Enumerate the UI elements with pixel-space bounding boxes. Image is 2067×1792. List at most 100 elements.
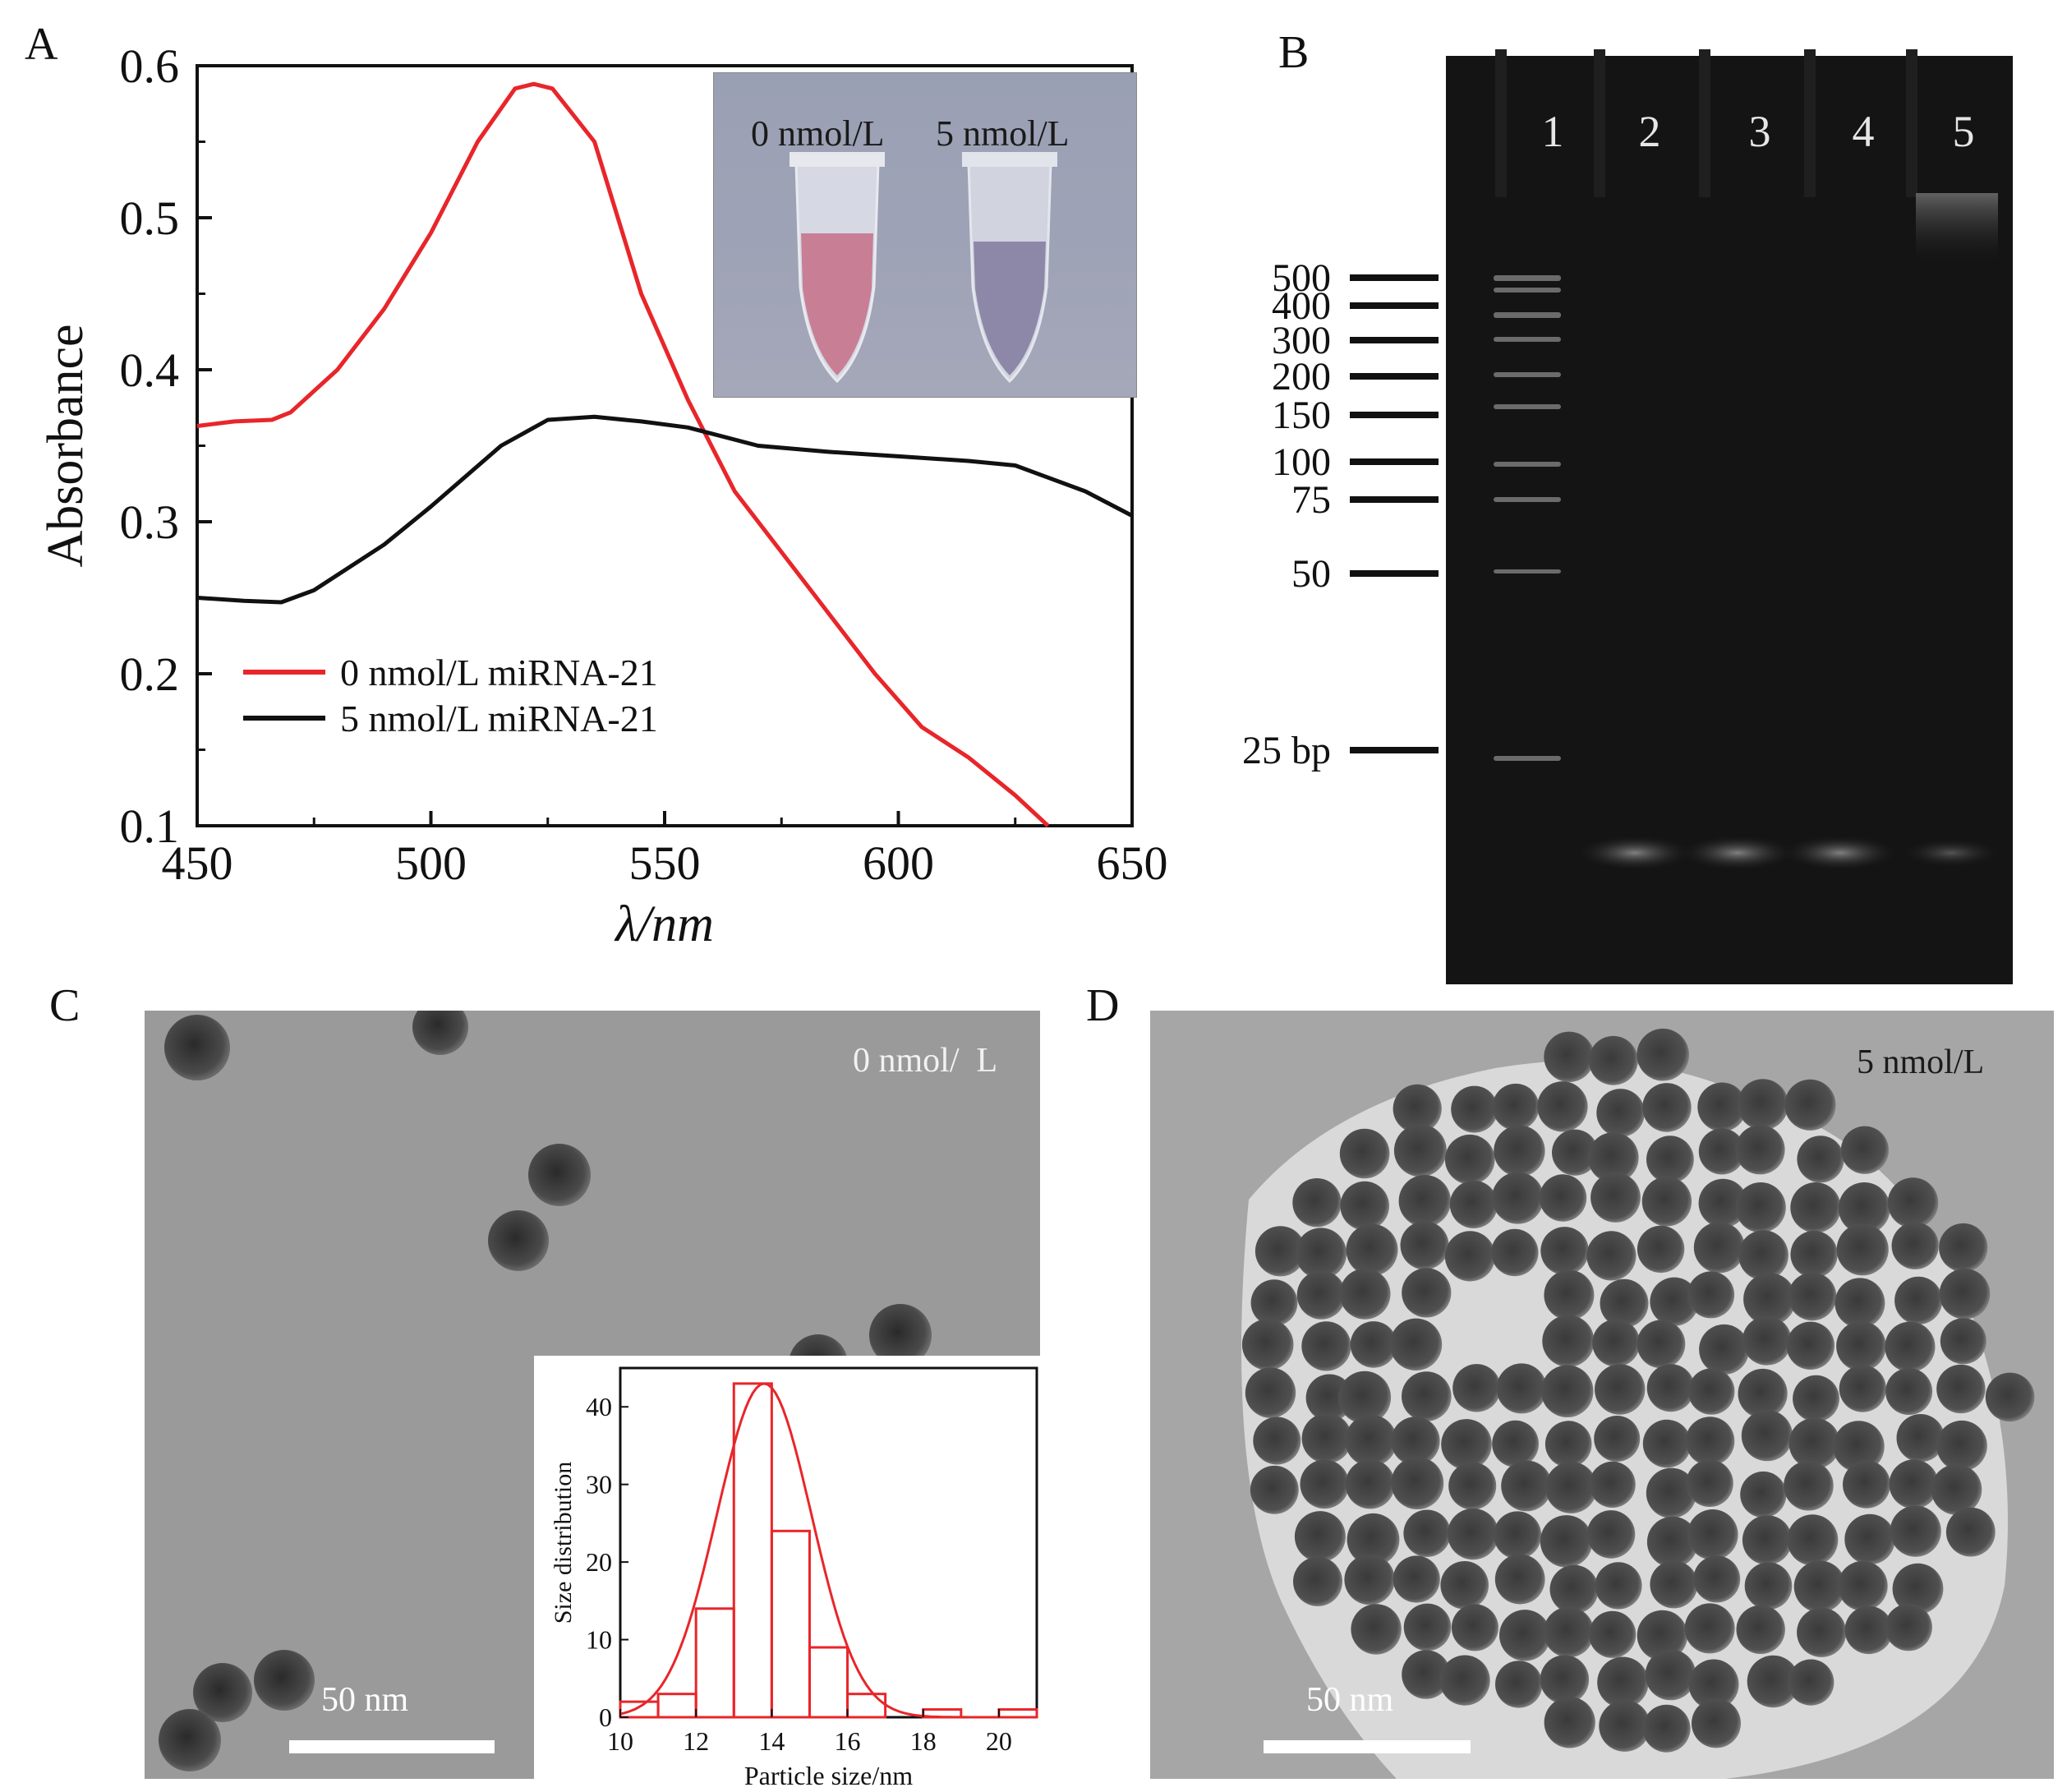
marker-tick xyxy=(1350,373,1439,380)
scalebar-c xyxy=(289,1740,495,1753)
nanoparticle xyxy=(1539,1174,1587,1222)
nanoparticle xyxy=(1692,1698,1741,1748)
panel-label-d: D xyxy=(1086,980,1120,1031)
nanoparticle xyxy=(1544,1697,1595,1748)
nanoparticle xyxy=(1797,1136,1844,1183)
y-axis-label: Absorbance xyxy=(38,324,94,567)
hist-x-tick-label: 20 xyxy=(986,1726,1012,1756)
hist-y-tick-label: 30 xyxy=(586,1470,612,1499)
nanoparticle xyxy=(1939,1223,1988,1273)
tube-photo-inset: 0 nmol/L 5 nmol/L xyxy=(713,72,1137,398)
nanoparticle xyxy=(1499,1610,1551,1661)
nanoparticle xyxy=(1496,1363,1547,1414)
nanoparticle xyxy=(1492,1172,1544,1224)
nanoparticle xyxy=(1400,1221,1449,1270)
nanoparticle xyxy=(1688,1368,1735,1415)
nanoparticle xyxy=(1833,1421,1885,1472)
nanoparticle xyxy=(1698,1178,1747,1228)
y-tick-label: 0.6 xyxy=(120,39,180,93)
nanoparticle xyxy=(1738,1230,1788,1281)
lane-label-3: 3 xyxy=(1749,107,1771,156)
nanoparticle xyxy=(1784,1079,1836,1131)
nanoparticle xyxy=(1250,1279,1298,1326)
nanoparticle xyxy=(1742,1315,1792,1366)
nanoparticle xyxy=(1693,1555,1741,1603)
marker-tick xyxy=(1350,302,1439,309)
series-line-1 xyxy=(196,414,1134,605)
nanoparticle xyxy=(1797,1607,1847,1657)
nanoparticle xyxy=(1245,1367,1296,1418)
nanoparticle xyxy=(1338,1370,1392,1424)
nanoparticle xyxy=(1296,1270,1346,1320)
hist-x-tick-label: 12 xyxy=(683,1726,709,1756)
nanoparticle xyxy=(1300,1459,1350,1509)
hist-y-tick-label: 0 xyxy=(599,1702,612,1732)
nanoparticle xyxy=(1595,1364,1646,1415)
nanoparticle xyxy=(1687,1509,1738,1560)
nanoparticle xyxy=(1985,1372,2035,1422)
marker-tick xyxy=(1350,570,1439,577)
nanoparticle xyxy=(1889,1459,1939,1509)
y-tick-label: 0.5 xyxy=(120,191,180,245)
nanoparticle xyxy=(1736,1605,1785,1654)
marker-tick xyxy=(1350,412,1439,418)
nanoparticle xyxy=(1339,1128,1390,1179)
nanoparticle xyxy=(1391,1417,1440,1466)
nanoparticle xyxy=(1835,1278,1885,1329)
nanoparticle xyxy=(1588,1035,1638,1085)
nanoparticle xyxy=(1494,1125,1545,1177)
nanoparticle xyxy=(1650,1277,1699,1326)
nanoparticle xyxy=(1544,1421,1592,1467)
nanoparticle xyxy=(1786,1321,1835,1370)
nanoparticle xyxy=(1940,1318,1986,1365)
nanoparticle xyxy=(1836,1223,1889,1276)
nanoparticle xyxy=(1253,1417,1301,1465)
nanoparticle xyxy=(1451,1604,1498,1651)
lane-label-2: 2 xyxy=(1639,107,1661,156)
nanoparticle xyxy=(1686,1459,1733,1507)
nanoparticle xyxy=(1599,1700,1650,1752)
nanoparticle xyxy=(1492,1420,1539,1467)
nanoparticle xyxy=(1345,1459,1395,1509)
nanoparticle xyxy=(1586,1231,1637,1281)
nanoparticle xyxy=(1301,1413,1352,1464)
nanoparticle xyxy=(1449,1180,1498,1228)
nanoparticle xyxy=(1389,1318,1443,1370)
nanoparticle xyxy=(1787,1514,1839,1566)
ladder-bands xyxy=(1494,275,1561,761)
condition-label-d: 5 nmol/L xyxy=(1857,1043,1985,1081)
marker-label: 25 bp xyxy=(1242,729,1331,772)
nanoparticle xyxy=(1452,1364,1501,1412)
nanoparticle xyxy=(1492,1083,1540,1131)
absorbance-chart: 450 500 550 600 650 0.1 0.2 0.3 0.4 0.5 0.6 λ/nm Abs… xyxy=(38,39,1168,952)
nanoparticle xyxy=(1890,1505,1941,1557)
nanoparticle xyxy=(1838,1560,1888,1611)
tem-image-d: 5 nmol/L 50 nm xyxy=(1150,1011,2054,1779)
tubes-illustration xyxy=(790,152,1057,384)
nanoparticle xyxy=(1589,1461,1636,1508)
nanoparticle xyxy=(1693,1222,1745,1274)
x-tick-label-550: 550 xyxy=(629,836,701,890)
nanoparticle xyxy=(1540,1365,1594,1417)
x-tick-label-450: 450 xyxy=(162,836,233,890)
nanoparticle xyxy=(1451,1085,1498,1133)
nanoparticle xyxy=(1646,1516,1698,1568)
nanoparticle xyxy=(1744,1562,1793,1610)
nanoparticle xyxy=(1790,1230,1838,1278)
marker-tick xyxy=(1350,337,1439,343)
tube-label-0: 0 nmol/L xyxy=(751,113,885,154)
nanoparticle xyxy=(1637,1225,1685,1274)
nanoparticle xyxy=(1836,1321,1886,1371)
nanoparticle xyxy=(1790,1182,1841,1233)
nanoparticle xyxy=(1403,1603,1452,1651)
nanoparticle xyxy=(1398,1175,1451,1228)
nanoparticle xyxy=(1448,1462,1497,1510)
nanoparticle xyxy=(1444,1134,1495,1185)
nanoparticle xyxy=(1350,1321,1397,1368)
nanoparticle xyxy=(1637,1028,1689,1081)
nanoparticle xyxy=(1931,1464,1982,1515)
lane-label-5: 5 xyxy=(1953,107,1975,156)
nanoparticle xyxy=(1735,1182,1786,1233)
nanoparticle xyxy=(1588,1132,1639,1183)
nanoparticle xyxy=(1698,1128,1745,1175)
